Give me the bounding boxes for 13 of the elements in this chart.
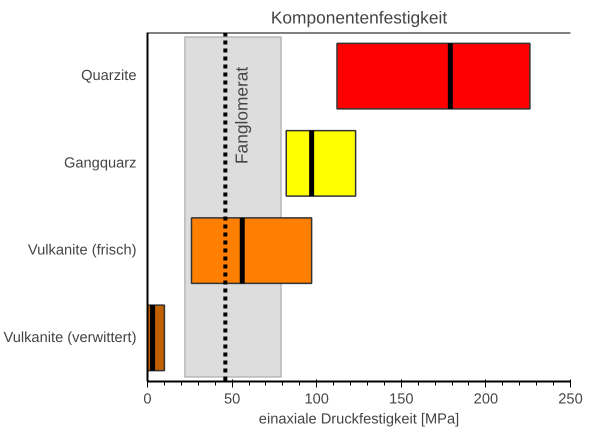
x-axis-title: einaxiale Druckfestigkeit [MPa] — [258, 412, 460, 428]
x-tick-label: 200 — [474, 392, 498, 408]
y-tick-label: Vulkanite (frisch) — [28, 242, 137, 259]
y-tick-label: Quarzite — [81, 68, 136, 84]
band-label: Fanglomerat — [231, 66, 252, 164]
x-tick-label: 0 — [143, 392, 152, 408]
chart-title: Komponentenfestigkeit — [270, 8, 448, 28]
y-tick-label: Gangquarz — [64, 155, 136, 172]
y-tick-label: Vulkanite (verwittert) — [3, 330, 136, 346]
x-tick-label: 50 — [224, 392, 240, 408]
x-tick-label: 150 — [389, 392, 414, 408]
x-tick-label: 100 — [304, 392, 329, 408]
x-tick-label: 250 — [558, 392, 583, 408]
